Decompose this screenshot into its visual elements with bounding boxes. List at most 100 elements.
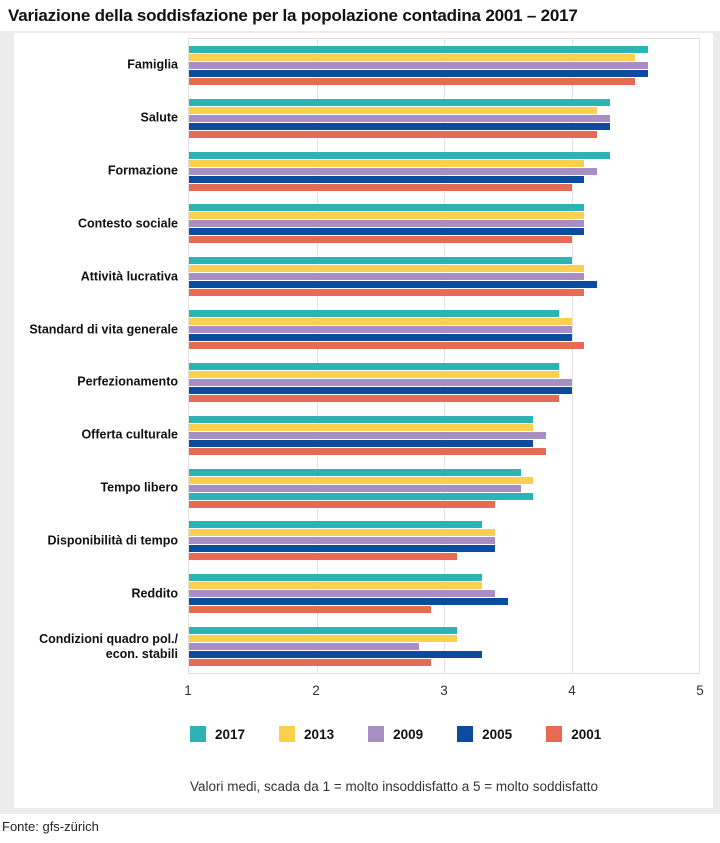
- legend-label: 2001: [571, 726, 602, 742]
- gridline: [316, 39, 318, 673]
- legend-swatch-icon: [546, 726, 563, 742]
- category-label: Perfezionamento: [77, 374, 178, 389]
- legend-item-2005: 2005: [457, 726, 512, 742]
- bar-2001: [189, 289, 585, 297]
- bar-2013: [189, 476, 534, 484]
- legend-item-2017: 2017: [190, 726, 245, 742]
- bar-2005: [189, 492, 534, 500]
- chart-title: Variazione della soddisfazione per la po…: [8, 6, 578, 25]
- bar-2017: [189, 574, 483, 582]
- bar-2005: [189, 598, 508, 606]
- x-tick-label: 5: [696, 683, 704, 698]
- category-label: Reddito: [131, 586, 178, 601]
- plot-area: [188, 38, 700, 674]
- bar-2013: [189, 370, 559, 378]
- legend-swatch-icon: [457, 726, 474, 742]
- bar-2013: [189, 106, 597, 114]
- bar-2009: [189, 273, 585, 281]
- category-label: Contesto sociale: [77, 216, 178, 231]
- legend-label: 2013: [304, 726, 335, 742]
- bar-2001: [189, 447, 546, 455]
- x-tick-label: 3: [440, 683, 448, 698]
- chart-panel: Famiglia Salute Formazione Contesto sociale…: [0, 31, 720, 814]
- bar-2005: [189, 175, 585, 183]
- category-label: Standard di vita generale: [29, 322, 178, 337]
- bar-2009: [189, 431, 546, 439]
- bar-2005: [189, 545, 495, 553]
- bar-2017: [189, 151, 610, 159]
- bar-2001: [189, 394, 559, 402]
- bar-2001: [189, 183, 572, 191]
- bar-2001: [189, 130, 597, 138]
- legend-swatch-icon: [368, 726, 385, 742]
- bar-2013: [189, 265, 585, 273]
- bar-2009: [189, 61, 648, 69]
- bar-2001: [189, 659, 432, 667]
- category-label: Famiglia: [127, 57, 178, 72]
- bar-2001: [189, 77, 636, 85]
- category-label: Condizioni quadro pol./econ. stabili: [39, 631, 178, 661]
- gridline: [571, 39, 573, 673]
- bar-2001: [189, 606, 432, 614]
- bar-2017: [189, 468, 521, 476]
- category-label: Attività lucrativa: [80, 269, 178, 284]
- bar-2009: [189, 167, 597, 175]
- bar-2013: [189, 635, 457, 643]
- x-axis-ticks: 1 2 3 4 5: [184, 683, 704, 701]
- legend-label: 2005: [482, 726, 513, 742]
- bar-2009: [189, 643, 419, 651]
- bar-2013: [189, 423, 534, 431]
- bar-2009: [189, 220, 585, 228]
- bar-2009: [189, 484, 521, 492]
- x-tick-label: 1: [184, 683, 192, 698]
- bar-group-12: [189, 620, 699, 673]
- bar-2017: [189, 45, 648, 53]
- bar-2005: [189, 281, 597, 289]
- category-label: Formazione: [107, 163, 178, 178]
- scale-note: Valori medi, scada da 1 = molto insoddis…: [190, 779, 598, 794]
- category-label: Tempo libero: [100, 480, 178, 495]
- bar-group-9: [189, 462, 699, 515]
- bar-2013: [189, 318, 572, 326]
- bar-group-10: [189, 515, 699, 568]
- bar-2013: [189, 53, 636, 61]
- bar-2009: [189, 114, 610, 122]
- bar-2013: [189, 582, 483, 590]
- bar-2017: [189, 362, 559, 370]
- bar-2013: [189, 529, 495, 537]
- bar-2013: [189, 212, 585, 220]
- bar-group-2: [189, 92, 699, 145]
- bar-2009: [189, 326, 572, 334]
- gridline: [444, 39, 445, 673]
- x-tick-label: 2: [312, 683, 320, 698]
- bar-2005: [189, 228, 585, 236]
- source-caption: Fonte: gfs-zürich: [2, 819, 99, 834]
- legend-item-2001: 2001: [546, 726, 601, 742]
- bar-group-7: [189, 356, 699, 409]
- category-label: Disponibilità di tempo: [47, 533, 178, 548]
- bar-group-6: [189, 303, 699, 356]
- bar-2005: [189, 334, 572, 342]
- bar-2005: [189, 122, 610, 130]
- legend: 2017 2013 2009 2005 2001: [190, 726, 601, 742]
- bar-2001: [189, 553, 457, 561]
- bar-2001: [189, 236, 572, 244]
- bar-2017: [189, 98, 610, 106]
- category-label: Salute: [140, 110, 178, 125]
- category-label: Offerta culturale: [81, 427, 178, 442]
- bar-2001: [189, 500, 495, 508]
- bar-2017: [189, 310, 559, 318]
- bar-2009: [189, 590, 495, 598]
- bar-group-5: [189, 250, 699, 303]
- bar-group-3: [189, 145, 699, 198]
- bar-group-8: [189, 409, 699, 462]
- bar-2013: [189, 159, 585, 167]
- legend-item-2013: 2013: [279, 726, 334, 742]
- bar-group-11: [189, 567, 699, 620]
- bar-2017: [189, 521, 483, 529]
- bar-group-4: [189, 198, 699, 251]
- legend-item-2009: 2009: [368, 726, 423, 742]
- bar-2017: [189, 415, 534, 423]
- bar-2005: [189, 386, 572, 394]
- legend-label: 2009: [393, 726, 424, 742]
